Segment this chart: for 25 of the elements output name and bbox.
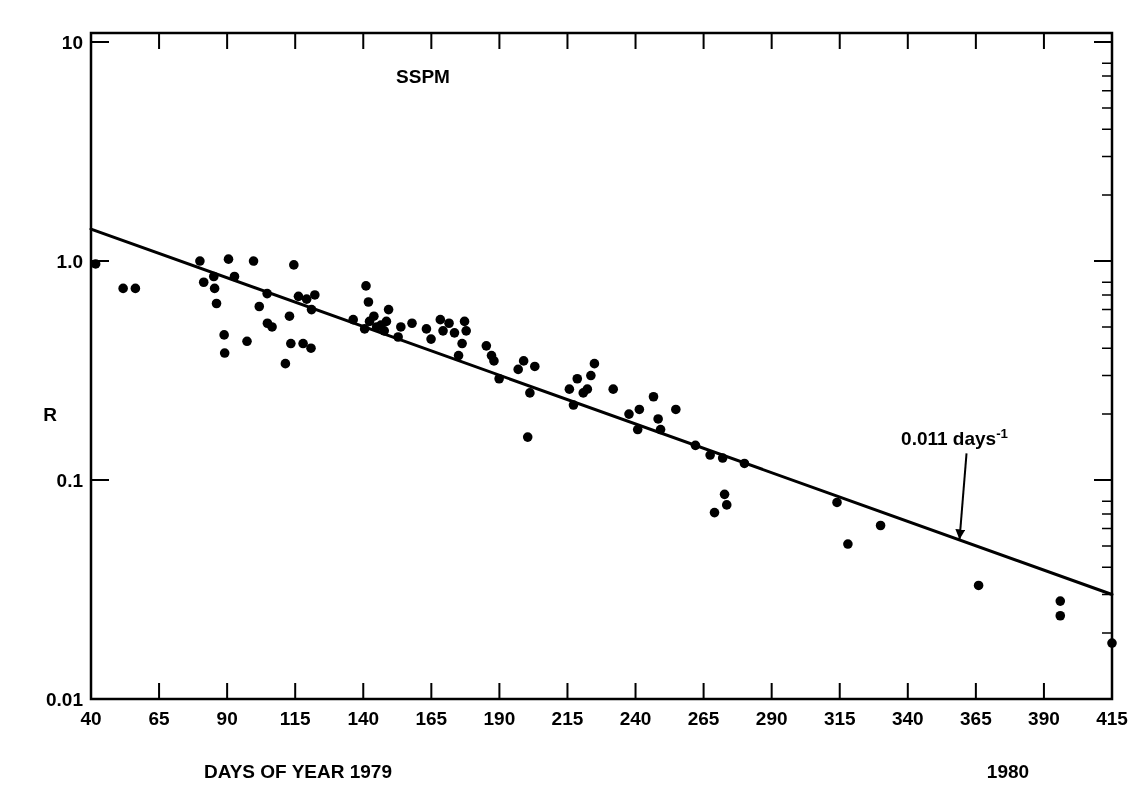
x-tick-label: 415 — [1096, 708, 1129, 729]
y-tick-label: 10 — [61, 31, 83, 53]
x-tick-label: 390 — [1028, 708, 1060, 729]
x-axis-title: DAYS OF YEAR 1979 — [204, 761, 392, 782]
x-tick-label: 90 — [216, 708, 238, 729]
annotation: SSPM — [396, 66, 450, 87]
y-axis-title: R — [43, 404, 58, 426]
x-tick-label: 165 — [415, 708, 448, 729]
x-tick-label: 365 — [960, 708, 993, 729]
x-tick-label: 140 — [347, 708, 380, 729]
y-tick-label: 1.0 — [56, 250, 83, 272]
x-tick-label: 290 — [755, 708, 788, 729]
y-tick-label: 0.1 — [56, 469, 84, 491]
y-tick-label: 0.01 — [46, 688, 84, 710]
x-tick-label: 115 — [279, 708, 311, 729]
annotation: 0.011 days$^{-1}$ — [901, 425, 1009, 450]
x-tick-label: 215 — [551, 708, 584, 729]
x-tick-label: 340 — [891, 708, 924, 729]
x-tick-label: 190 — [483, 708, 516, 729]
x-tick-label: 265 — [687, 708, 720, 729]
x-tick-label: 315 — [823, 708, 857, 729]
x-tick-label: 65 — [148, 708, 171, 729]
x-tick-label: 40 — [80, 708, 102, 729]
text: 1980 — [986, 761, 1030, 782]
x-tick-label: 240 — [619, 708, 652, 729]
